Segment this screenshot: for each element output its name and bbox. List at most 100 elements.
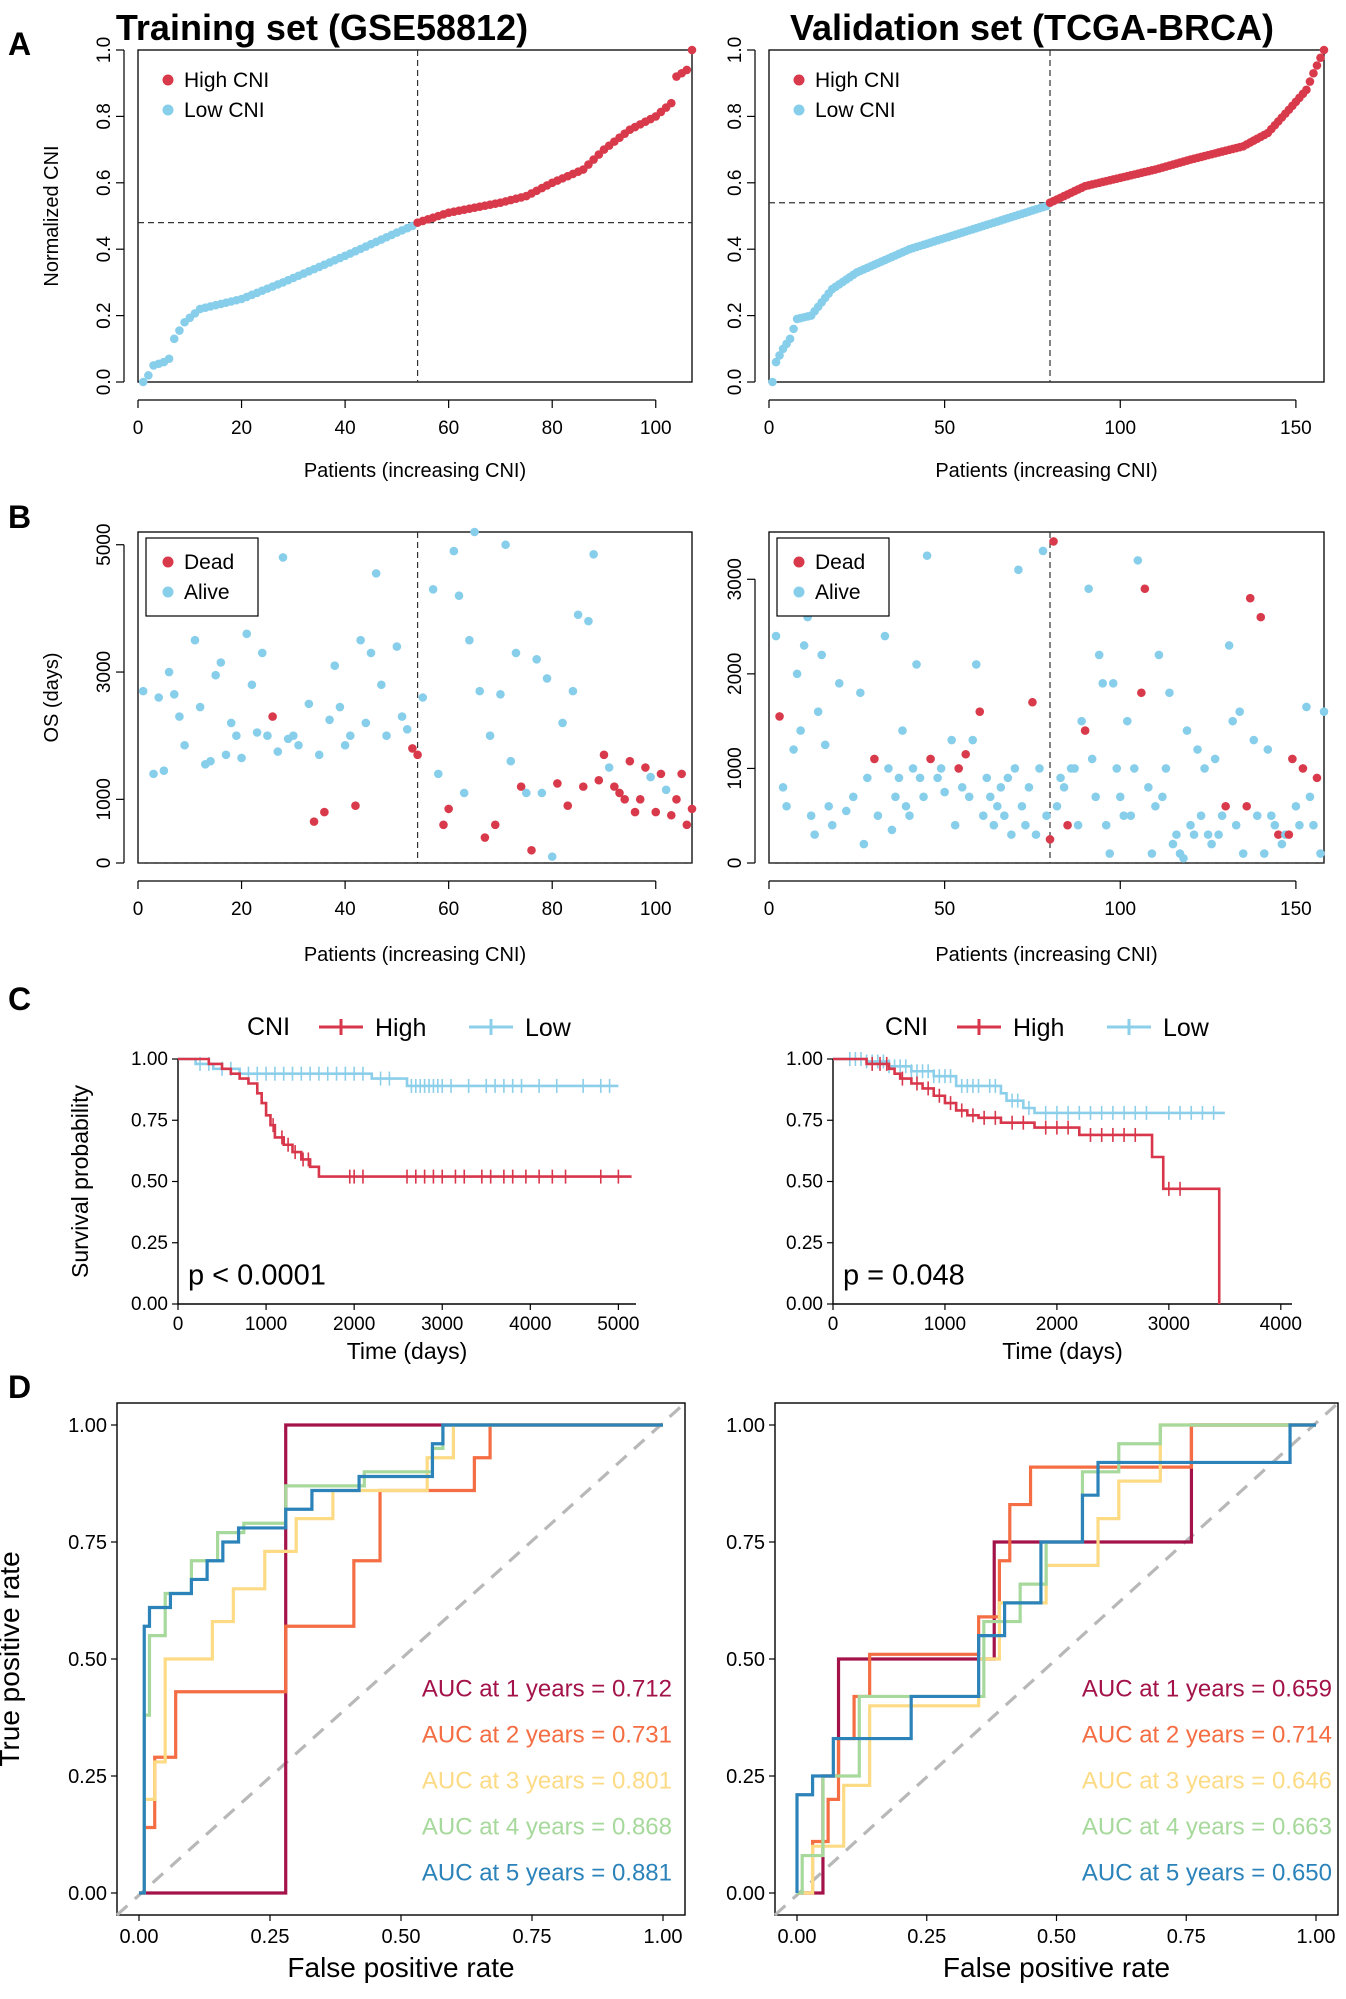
alive-point xyxy=(1186,820,1195,830)
alive-point xyxy=(1224,641,1234,650)
alive-point xyxy=(1259,849,1269,858)
alive-point xyxy=(989,820,999,830)
plot-frame xyxy=(137,49,693,383)
alive-point xyxy=(806,811,816,821)
legend-label: Dead xyxy=(184,551,234,574)
alive-point xyxy=(1147,849,1157,858)
x-tick-label: 0.50 xyxy=(382,1926,421,1948)
panel-a-training-chart: 0 20 40 60 80 100 0.0 0.2 0.4 0.6 0.8 1.0 Patients (… xyxy=(41,37,697,482)
alive-point xyxy=(912,660,921,669)
dead-point xyxy=(408,744,417,753)
x-tick-label: 1000 xyxy=(924,1314,966,1335)
dead-point xyxy=(682,820,692,830)
x-tick-label: 100 xyxy=(640,899,672,920)
alive-point xyxy=(933,773,942,783)
alive-point xyxy=(506,756,516,766)
alive-point xyxy=(884,764,893,773)
alive-point xyxy=(190,635,200,645)
alive-point xyxy=(237,753,246,763)
legend-label: High xyxy=(1013,1014,1064,1042)
alive-point xyxy=(532,655,541,664)
legend-label: High CNI xyxy=(184,69,269,92)
y-axis-label: Normalized CNI xyxy=(41,145,63,286)
dead-point xyxy=(578,782,588,791)
diagonal-reference-line xyxy=(115,1401,687,1917)
x-axis-label: False positive rate xyxy=(287,1952,514,1983)
alive-point xyxy=(982,773,992,783)
alive-point xyxy=(542,674,552,683)
x-tick-label: 0.75 xyxy=(1167,1926,1206,1948)
x-tick-label: 80 xyxy=(542,899,563,920)
alive-point xyxy=(789,745,798,754)
dead-point xyxy=(666,810,676,820)
alive-point xyxy=(1017,801,1027,811)
dead-point xyxy=(870,754,879,764)
alive-point xyxy=(175,712,184,721)
alive-point xyxy=(1172,830,1181,839)
x-tick-label: 5000 xyxy=(597,1314,639,1335)
alive-point xyxy=(993,801,1002,811)
y-tick-label: 1.00 xyxy=(726,1415,765,1437)
alive-point xyxy=(1154,650,1164,660)
alive-point xyxy=(1214,830,1223,839)
high-cni-point xyxy=(687,45,697,55)
dead-point xyxy=(672,795,681,804)
x-tick-label: 0 xyxy=(133,418,144,439)
y-tick-label: 0.4 xyxy=(725,236,746,263)
alive-point xyxy=(1309,820,1318,830)
y-tick-label: 0.8 xyxy=(725,103,746,129)
alive-point xyxy=(859,839,869,849)
x-tick-label: 60 xyxy=(438,899,459,920)
dead-point xyxy=(480,833,490,842)
x-tick-label: 100 xyxy=(1104,899,1136,920)
x-tick-label: 3000 xyxy=(421,1314,463,1335)
alive-point xyxy=(382,731,391,740)
legend-label: High CNI xyxy=(815,69,900,92)
alive-point xyxy=(1277,839,1287,849)
roc-curve-2-year xyxy=(797,1423,1316,1895)
alive-point xyxy=(1316,849,1325,858)
roc-curve-5-year xyxy=(139,1423,663,1895)
alive-point xyxy=(778,783,788,792)
y-tick-label: 0.00 xyxy=(726,1883,765,1905)
legend-label: Dead xyxy=(815,551,865,574)
alive-point xyxy=(810,830,819,839)
alive-point xyxy=(1267,811,1276,821)
y-tick-label: 0.8 xyxy=(94,103,115,129)
alive-point xyxy=(371,569,381,578)
dead-point xyxy=(1221,801,1230,811)
alive-point xyxy=(985,792,995,802)
low-cni-point xyxy=(775,351,784,360)
y-tick-label: 0.00 xyxy=(68,1883,107,1905)
dead-point xyxy=(615,788,624,798)
auc-label-5-year: AUC at 5 years = 0.650 xyxy=(1082,1859,1332,1886)
high-cni-point xyxy=(666,98,676,108)
alive-point xyxy=(880,631,890,641)
alive-point xyxy=(1151,801,1160,811)
alive-point xyxy=(247,680,257,690)
dead-point xyxy=(490,820,500,830)
y-tick-label: 0.50 xyxy=(726,1649,765,1671)
low-cni-point xyxy=(785,334,795,344)
y-tick-label: 0.75 xyxy=(131,1110,168,1131)
plot-frame xyxy=(768,531,1325,864)
x-tick-label: 40 xyxy=(335,899,356,920)
alive-point xyxy=(1105,849,1115,858)
alive-point xyxy=(589,549,598,559)
alive-point xyxy=(887,825,897,835)
alive-point xyxy=(1094,650,1104,660)
alive-point xyxy=(138,686,148,696)
x-tick-label: 1.00 xyxy=(1297,1926,1336,1948)
alive-point xyxy=(257,648,267,658)
auc-label-5-year: AUC at 5 years = 0.881 xyxy=(422,1859,672,1886)
alive-point xyxy=(1319,707,1329,716)
x-axis-label: False positive rate xyxy=(943,1952,1170,1983)
alive-point xyxy=(820,740,830,750)
dead-point xyxy=(1049,537,1058,546)
alive-point xyxy=(1305,792,1315,802)
low-cni-point xyxy=(144,371,153,380)
x-axis-label: Time (days) xyxy=(347,1338,468,1364)
legend-label: Alive xyxy=(184,581,230,604)
